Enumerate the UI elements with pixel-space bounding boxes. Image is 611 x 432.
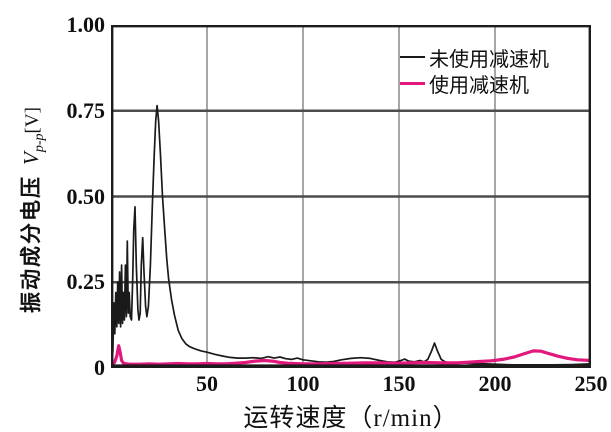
plot-area: [111, 25, 591, 368]
y-tick-label: 0.25: [66, 269, 106, 295]
legend-item-with-reducer: 使用减速机: [400, 70, 549, 97]
legend-line-swatch-pink: [400, 81, 425, 85]
y-axis-title: 振动成分电压 Vp-p[V]: [15, 40, 47, 380]
y-axis-title-text: 振动成分电压: [19, 174, 43, 313]
legend-label-no-reducer: 未使用减速机: [429, 48, 549, 71]
legend-line-swatch-black: [400, 56, 425, 58]
x-tick-label: 100: [286, 371, 320, 396]
y-tick-label: 1.00: [66, 12, 106, 37]
x-axis-title: 运转速度（r/min）: [243, 405, 459, 432]
legend-label-with-reducer: 使用减速机: [429, 74, 529, 97]
series-line-1: [111, 344, 591, 368]
y-tick-label: 0: [94, 355, 105, 380]
legend-item-no-reducer: 未使用减速机: [400, 44, 549, 71]
y-axis-unit-symbol: Vp-p[V]: [19, 107, 48, 165]
x-tick-label: 50: [196, 371, 218, 396]
x-tick-label: 150: [382, 371, 416, 396]
legend: 未使用减速机 使用减速机: [400, 44, 549, 97]
y-tick-label: 0.50: [66, 183, 106, 209]
series-line-0: [111, 104, 591, 366]
y-tick-label: 0.75: [66, 97, 106, 123]
x-tick-label: 250: [574, 371, 608, 396]
x-tick-label: 200: [478, 371, 512, 396]
